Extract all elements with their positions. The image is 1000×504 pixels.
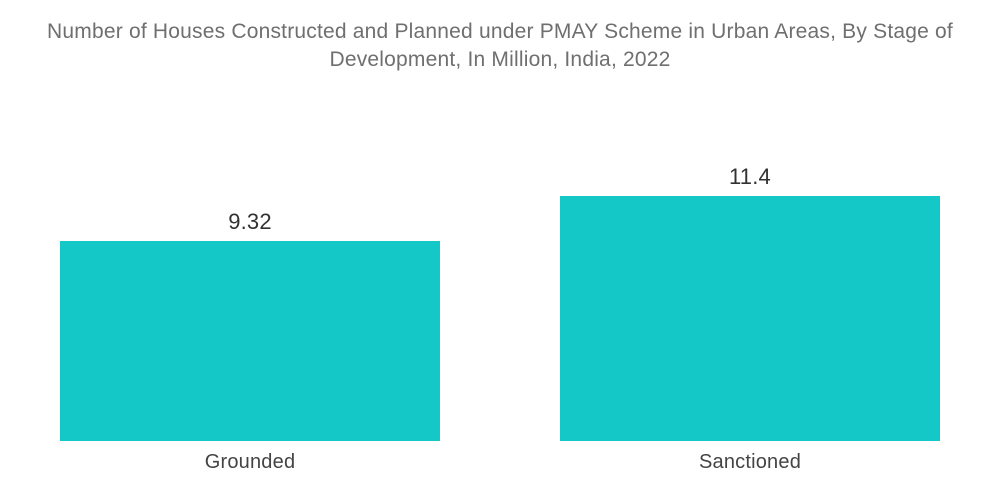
category-label: Grounded — [205, 451, 296, 474]
value-label: 9.32 — [228, 209, 272, 235]
value-label: 11.4 — [729, 164, 771, 190]
bar-chart: Number of Houses Constructed and Planned… — [0, 0, 1000, 504]
bar-grounded — [60, 241, 440, 441]
bar-group-sanctioned: 11.4 Sanctioned — [560, 164, 940, 474]
plot-area: 9.32 Grounded 11.4 Sanctioned — [40, 115, 960, 474]
category-label: Sanctioned — [699, 451, 801, 474]
bar-sanctioned — [560, 196, 940, 441]
bar-group-grounded: 9.32 Grounded — [60, 209, 440, 474]
chart-title: Number of Houses Constructed and Planned… — [40, 18, 960, 75]
